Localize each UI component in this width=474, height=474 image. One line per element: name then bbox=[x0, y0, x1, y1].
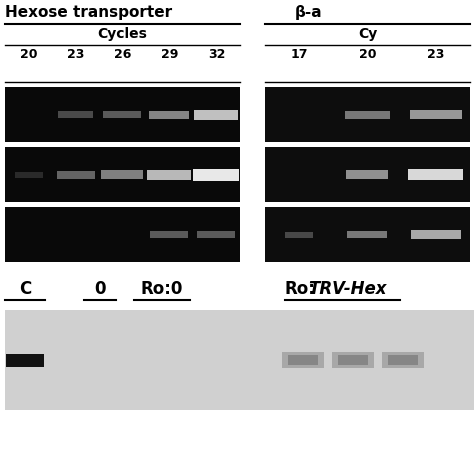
Bar bbox=[5, 310, 474, 410]
Bar bbox=[198, 231, 236, 238]
Text: Ro:0: Ro:0 bbox=[141, 280, 183, 298]
Text: 23: 23 bbox=[67, 48, 84, 61]
Bar bbox=[6, 354, 44, 366]
Bar bbox=[282, 352, 324, 368]
Text: 20: 20 bbox=[359, 48, 376, 61]
Bar bbox=[193, 168, 239, 181]
Text: TRV-Hex: TRV-Hex bbox=[308, 280, 386, 298]
Text: Ro:: Ro: bbox=[285, 280, 316, 298]
Text: 26: 26 bbox=[114, 48, 131, 61]
Text: C: C bbox=[19, 280, 31, 298]
Bar bbox=[5, 87, 240, 142]
Text: 29: 29 bbox=[161, 48, 178, 61]
Bar bbox=[265, 87, 470, 142]
Text: 0: 0 bbox=[94, 280, 106, 298]
Bar bbox=[58, 111, 93, 118]
Bar bbox=[382, 352, 424, 368]
Bar bbox=[15, 172, 43, 177]
Text: Hexose transporter: Hexose transporter bbox=[5, 5, 172, 20]
Bar bbox=[101, 170, 144, 179]
Text: Cy: Cy bbox=[358, 27, 377, 41]
Bar bbox=[265, 207, 470, 262]
Bar bbox=[5, 147, 240, 202]
Bar bbox=[345, 110, 390, 118]
Bar bbox=[388, 355, 418, 365]
Bar bbox=[194, 109, 238, 119]
Bar bbox=[285, 231, 313, 237]
Bar bbox=[56, 171, 94, 179]
Text: 32: 32 bbox=[208, 48, 225, 61]
Text: 20: 20 bbox=[20, 48, 37, 61]
Bar bbox=[408, 169, 463, 180]
Text: 23: 23 bbox=[427, 48, 445, 61]
Text: 17: 17 bbox=[291, 48, 308, 61]
Text: Cycles: Cycles bbox=[98, 27, 147, 41]
Bar bbox=[410, 110, 462, 119]
Text: β-a: β-a bbox=[295, 5, 323, 20]
Bar bbox=[332, 352, 374, 368]
Bar bbox=[5, 207, 240, 262]
Bar bbox=[151, 231, 189, 238]
Bar bbox=[338, 355, 368, 365]
Bar bbox=[346, 170, 389, 179]
Bar bbox=[147, 170, 191, 180]
Bar bbox=[411, 230, 461, 239]
Bar bbox=[265, 147, 470, 202]
Bar bbox=[103, 111, 142, 118]
Bar bbox=[347, 231, 388, 238]
Bar bbox=[149, 110, 190, 118]
Bar bbox=[288, 355, 318, 365]
